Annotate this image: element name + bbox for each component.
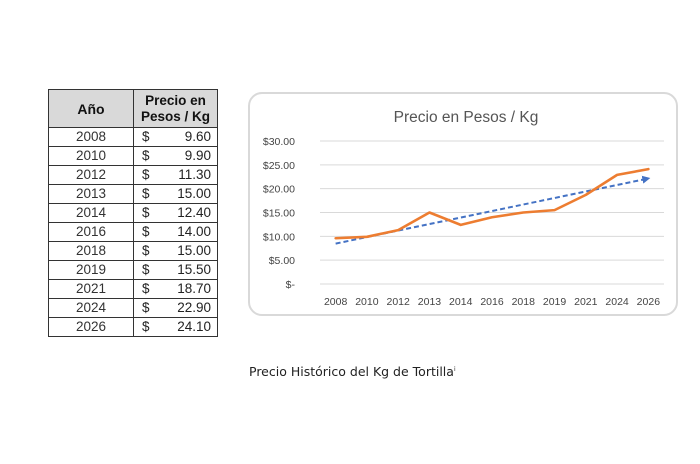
- header-price: Precio en Pesos / Kg: [133, 89, 218, 128]
- currency-symbol: $: [142, 262, 150, 277]
- x-tick-label: 2013: [418, 296, 442, 308]
- table-row: 2019 $15.50: [48, 260, 218, 280]
- year-cell: 2010: [48, 146, 134, 166]
- year-cell: 2014: [48, 203, 134, 223]
- figure-caption: Precio Histórico del Kg de Tortillai: [249, 364, 456, 379]
- table-body: 2008 $9.60 2010 $9.90 2012 $11.30 2013 $15.00 20…: [48, 127, 218, 337]
- table-row: 2016 $14.00: [48, 222, 218, 242]
- price-value: 9.90: [184, 148, 211, 163]
- y-tick-label: $30.00: [263, 136, 295, 148]
- table-row: 2021 $18.70: [48, 279, 218, 299]
- price-value: 22.90: [177, 300, 211, 315]
- year-cell: 2024: [48, 298, 134, 318]
- table-row: 2013 $15.00: [48, 184, 218, 204]
- year-cell: 2018: [48, 241, 134, 261]
- y-tick-label: $15.00: [263, 208, 295, 220]
- currency-symbol: $: [142, 281, 150, 296]
- currency-symbol: $: [142, 319, 150, 334]
- y-tick-label: $20.00: [263, 184, 295, 196]
- caption-text: Precio Histórico del Kg de Tortilla: [249, 364, 454, 379]
- currency-symbol: $: [142, 167, 150, 182]
- x-tick-label: 2019: [543, 296, 567, 308]
- x-tick-label: 2010: [355, 296, 379, 308]
- y-tick-label: $5.00: [269, 255, 295, 267]
- table-header-row: Año Precio en Pesos / Kg: [48, 89, 218, 128]
- header-price-line1: Precio en: [145, 92, 206, 108]
- price-value: 14.00: [177, 224, 211, 239]
- x-tick-label: 2016: [480, 296, 504, 308]
- year-cell: 2008: [48, 127, 134, 147]
- year-cell: 2021: [48, 279, 134, 299]
- price-cell: $22.90: [133, 298, 218, 318]
- currency-symbol: $: [142, 148, 150, 163]
- y-tick-label: $-: [286, 279, 296, 291]
- year-cell: 2019: [48, 260, 134, 280]
- price-value: 15.00: [177, 186, 211, 201]
- header-price-line2: Pesos / Kg: [140, 108, 211, 124]
- table-row: 2014 $12.40: [48, 203, 218, 223]
- currency-symbol: $: [142, 300, 150, 315]
- series-lines: [334, 167, 650, 240]
- price-cell: $9.90: [133, 146, 218, 166]
- table-row: 2026 $24.10: [48, 317, 218, 337]
- currency-symbol: $: [142, 243, 150, 258]
- price-value: 24.10: [177, 319, 211, 334]
- line-chart: Precio en Pesos / Kg $- $5.00 $10.00 $15.00…: [263, 109, 664, 308]
- price-value: 15.50: [177, 262, 211, 277]
- currency-symbol: $: [142, 186, 150, 201]
- price-cell: $14.00: [133, 222, 218, 242]
- price-cell: $11.30: [133, 165, 218, 185]
- price-cell: $12.40: [133, 203, 218, 223]
- price-value: 11.30: [178, 167, 211, 182]
- price-cell: $18.70: [133, 279, 218, 299]
- table-row: 2008 $9.60: [48, 127, 218, 147]
- year-cell: 2013: [48, 184, 134, 204]
- price-value: 12.40: [177, 205, 211, 220]
- chart-frame: Precio en Pesos / Kg $- $5.00 $10.00 $15.00…: [248, 92, 678, 316]
- chart-title: Precio en Pesos / Kg: [394, 109, 539, 126]
- year-cell: 2016: [48, 222, 134, 242]
- year-cell: 2012: [48, 165, 134, 185]
- price-value: 9.60: [184, 129, 211, 144]
- price-value: 18.70: [177, 281, 211, 296]
- x-tick-label: 2024: [605, 296, 629, 308]
- table-row: 2024 $22.90: [48, 298, 218, 318]
- price-cell: $15.00: [133, 241, 218, 261]
- price-value: 15.00: [177, 243, 211, 258]
- table-row: 2012 $11.30: [48, 165, 218, 185]
- currency-symbol: $: [142, 129, 150, 144]
- x-tick-label: 2008: [324, 296, 348, 308]
- price-cell: $15.50: [133, 260, 218, 280]
- y-tick-label: $10.00: [263, 231, 295, 243]
- grid-lines: [320, 140, 664, 285]
- x-tick-label: 2018: [512, 296, 536, 308]
- price-cell: $24.10: [133, 317, 218, 337]
- header-year: Año: [48, 89, 134, 128]
- price-cell: $9.60: [133, 127, 218, 147]
- y-axis-ticks: $- $5.00 $10.00 $15.00 $20.00 $25.00 $30.00: [263, 136, 296, 291]
- price-series-line: [334, 167, 650, 240]
- y-tick-label: $25.00: [263, 160, 295, 172]
- price-table: Año Precio en Pesos / Kg 2008 $9.60 2010 $9…: [48, 89, 218, 337]
- currency-symbol: $: [142, 205, 150, 220]
- x-axis-ticks: 2008 2010 2012 2013 2014 2016 2018 2019 2021 2024…: [324, 296, 660, 308]
- year-cell: 2026: [48, 317, 134, 337]
- price-cell: $15.00: [133, 184, 218, 204]
- table-row: 2010 $9.90: [48, 146, 218, 166]
- x-tick-label: 2021: [574, 296, 598, 308]
- table-row: 2018 $15.00: [48, 241, 218, 261]
- currency-symbol: $: [142, 224, 150, 239]
- x-tick-label: 2012: [387, 296, 411, 308]
- x-tick-label: 2026: [637, 296, 661, 308]
- caption-superscript: i: [453, 365, 456, 373]
- x-tick-label: 2014: [449, 296, 473, 308]
